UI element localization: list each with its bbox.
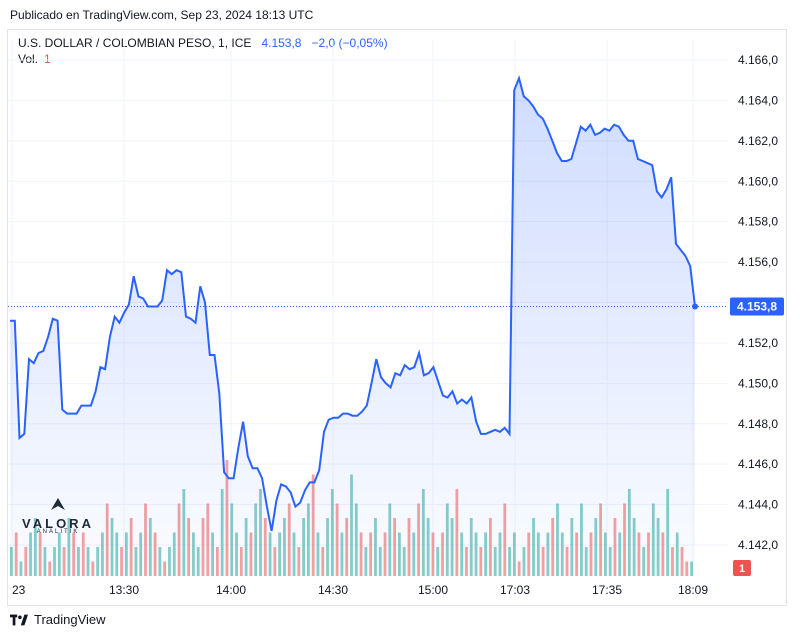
x-tick-label: 14:30 xyxy=(318,583,348,597)
y-tick-label: 4.156,0 xyxy=(738,255,778,269)
valora-watermark: VALORA ANALITIK xyxy=(22,496,94,535)
x-axis[interactable]: 23 13:30 14:00 14:30 15:00 17:03 17:35 18:09 xyxy=(12,583,708,597)
x-tick-label: 17:03 xyxy=(500,583,530,597)
chart-frame xyxy=(7,29,787,606)
price-badges: 4.153,8 1 xyxy=(730,297,784,576)
y-tick-label: 4.146,0 xyxy=(738,457,778,471)
y-tick-label: 4.160,0 xyxy=(738,174,778,188)
y-tick-label: 4.142,0 xyxy=(738,538,778,552)
y-tick-label: 4.148,0 xyxy=(738,417,778,431)
price-area xyxy=(10,78,695,576)
x-tick-label: 15:00 xyxy=(418,583,448,597)
watermark-sub: ANALITIK xyxy=(36,529,80,535)
volume-badge-label: 1 xyxy=(739,563,745,575)
x-tick-label: 18:09 xyxy=(678,583,708,597)
x-tick-label: 23 xyxy=(12,583,26,597)
y-tick-label: 4.144,0 xyxy=(738,498,778,512)
price-change: −2,0 (−0,05%) xyxy=(311,36,388,50)
y-tick-label: 4.162,0 xyxy=(738,134,778,148)
tradingview-footer[interactable]: TradingView xyxy=(10,612,106,627)
last-price-dot xyxy=(692,303,698,310)
tradingview-logo-icon xyxy=(10,614,28,625)
valora-logo-icon xyxy=(51,498,65,510)
last-price-badge xyxy=(730,297,784,316)
y-tick-label: 4.164,0 xyxy=(738,93,778,107)
x-tick-label: 17:35 xyxy=(592,583,622,597)
y-tick-label: 4.152,0 xyxy=(738,336,778,350)
x-tick-label: 14:00 xyxy=(216,583,246,597)
y-tick-label: 4.158,0 xyxy=(738,215,778,229)
last-price-value: 4.153,8 xyxy=(261,36,302,50)
watermark-name: VALORA xyxy=(22,516,94,531)
volume-label: Vol. xyxy=(18,52,39,66)
price-line xyxy=(10,75,696,532)
symbol-label[interactable]: U.S. DOLLAR / COLOMBIAN PESO, 1, ICE xyxy=(18,36,252,50)
volume-legend[interactable]: Vol. 1 xyxy=(18,52,51,66)
chart-legend[interactable]: U.S. DOLLAR / COLOMBIAN PESO, 1, ICE 4.1… xyxy=(18,35,388,51)
volume-value: 1 xyxy=(44,52,51,66)
y-tick-label: 4.166,0 xyxy=(738,53,778,67)
x-tick-label: 13:30 xyxy=(109,583,139,597)
last-price-badge-label: 4.153,8 xyxy=(737,300,777,314)
y-tick-label: 4.150,0 xyxy=(738,376,778,390)
published-caption: Publicado en TradingView.com, Sep 23, 20… xyxy=(10,8,314,22)
footer-brand[interactable]: TradingView xyxy=(34,612,106,627)
volume-badge xyxy=(733,560,751,576)
